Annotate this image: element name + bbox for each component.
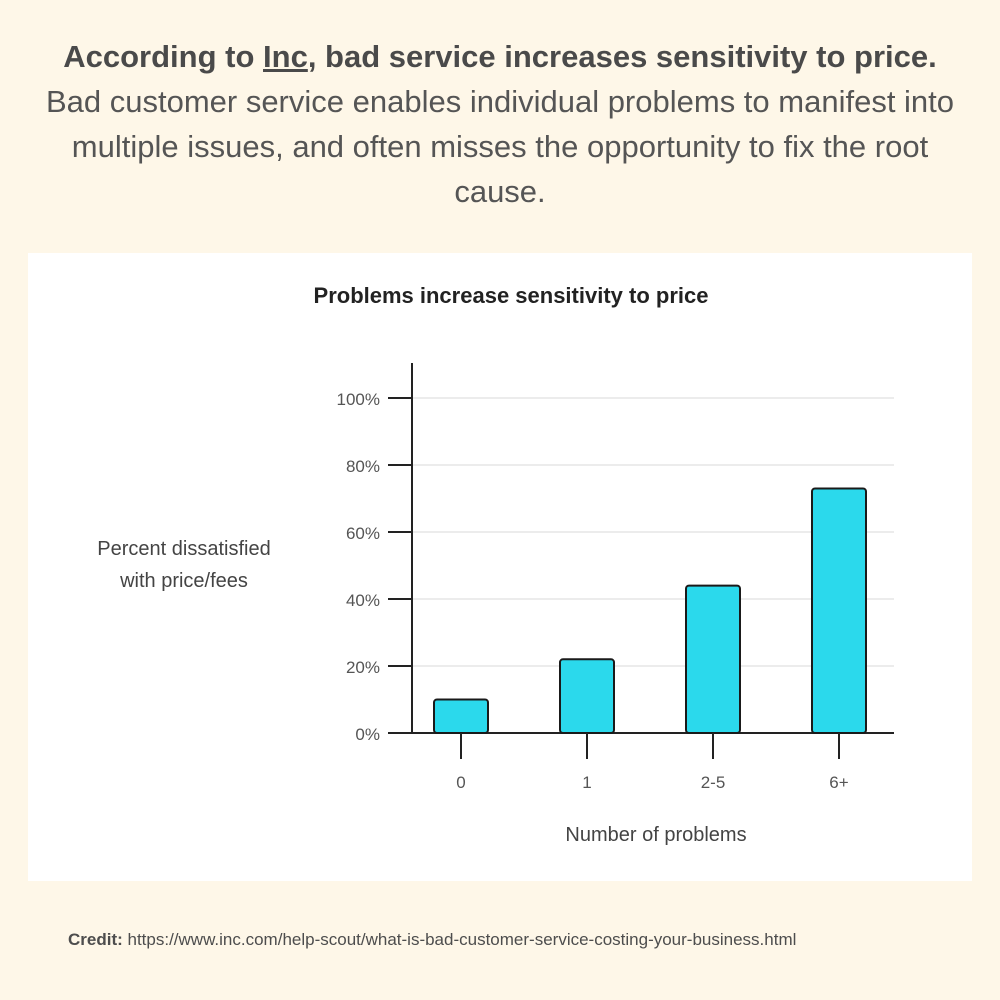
x-ticks: 0 1 2-5 6+ [456, 733, 849, 792]
chart-title: Problems increase sensitivity to price [314, 283, 709, 308]
bar [811, 487, 867, 734]
x-tick-label: 2-5 [701, 773, 726, 792]
x-tick-label: 0 [456, 773, 465, 792]
headline-lead: According to Inc, bad service increases … [63, 39, 937, 74]
headline-body: Bad customer service enables individual … [45, 84, 955, 209]
y-tick-label: 0% [355, 725, 380, 744]
headline: According to Inc, bad service increases … [40, 34, 960, 214]
credit-url[interactable]: https://www.inc.com/help-scout/what-is-b… [122, 930, 797, 949]
bar [559, 658, 615, 734]
y-tick-label: 20% [346, 658, 380, 677]
y-tick-label: 40% [346, 591, 380, 610]
headline-lead-prefix: According to [63, 39, 264, 74]
bar-chart: Problems increase sensitivity to price 0… [97, 283, 894, 846]
y-axis-label-line-2: with price/fees [119, 570, 248, 592]
bar [433, 698, 489, 734]
x-tick-label: 6+ [829, 773, 848, 792]
y-tick-label: 100% [337, 390, 380, 409]
bar [685, 584, 741, 734]
inc-link[interactable]: Inc [263, 39, 308, 74]
y-axis-label-line-1: Percent dissatisfied [97, 538, 270, 560]
credit-line: Credit: https://www.inc.com/help-scout/w… [68, 930, 988, 950]
credit-label: Credit: [68, 930, 123, 949]
chart-card: Problems increase sensitivity to price 0… [28, 253, 972, 881]
y-tick-label: 80% [346, 457, 380, 476]
bars [433, 487, 867, 734]
y-ticks: 0% 20% 40% 60% 80% 100% [337, 390, 412, 744]
y-tick-label: 60% [346, 524, 380, 543]
x-tick-label: 1 [582, 773, 591, 792]
x-axis-label: Number of problems [565, 824, 746, 846]
headline-lead-suffix: , bad service increases sensitivity to p… [307, 39, 937, 74]
